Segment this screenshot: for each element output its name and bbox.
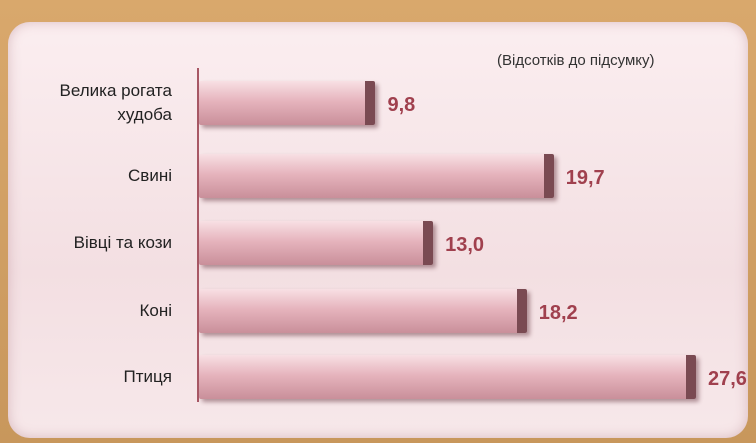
category-axis — [197, 68, 199, 402]
bar — [199, 355, 696, 399]
category-label: Коні — [139, 301, 172, 320]
category-label: Птиця — [123, 367, 172, 386]
value-label: 19,7 — [565, 166, 605, 189]
value-label: 9,8 — [387, 93, 416, 116]
category-label: Велика рогата худоба — [59, 81, 172, 124]
category-label: Свині — [128, 166, 172, 185]
category-label: Вівці та кози — [73, 233, 172, 252]
value-label: 27,6 — [708, 367, 747, 390]
value-label: 13,0 — [445, 233, 485, 256]
bar — [199, 81, 376, 125]
bar — [199, 154, 554, 198]
value-label: 18,2 — [538, 301, 578, 324]
bar — [199, 221, 434, 265]
bar — [199, 289, 527, 333]
chart-subtitle: (Відсотків до підсумку) — [497, 52, 655, 69]
